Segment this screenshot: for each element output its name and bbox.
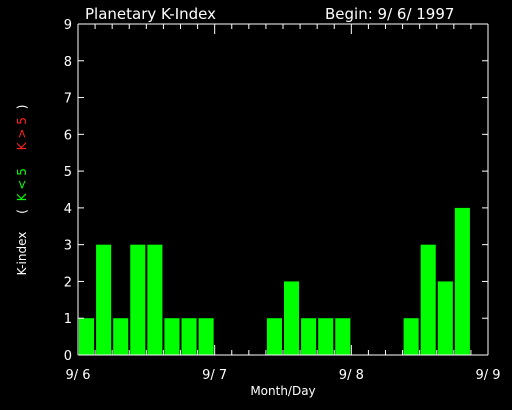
chart-subtitle: Begin: 9/ 6/ 1997 bbox=[325, 5, 454, 23]
x-ticks-layer: 9/ 6 9/ 7 9/ 8 9/ 9 bbox=[65, 24, 501, 383]
bar-6 bbox=[181, 318, 197, 355]
y-tick-label-3: 3 bbox=[64, 239, 72, 254]
y-tick-label-1: 1 bbox=[64, 312, 72, 327]
y-tick-label-2: 2 bbox=[64, 275, 72, 290]
bar-1 bbox=[96, 244, 112, 355]
x-tick-label-2: 9/ 8 bbox=[339, 368, 364, 383]
x-tick-label-3: 9/ 9 bbox=[475, 368, 500, 383]
bar-13 bbox=[301, 318, 317, 355]
y-axis-label-red: K > 5 bbox=[15, 117, 29, 150]
bar-2 bbox=[113, 318, 129, 355]
y-tick-label-5: 5 bbox=[64, 165, 72, 180]
bar-20 bbox=[420, 244, 436, 355]
y-axis-label-main: K-index bbox=[15, 232, 29, 276]
bar-15 bbox=[335, 318, 351, 355]
bar-4 bbox=[147, 244, 163, 355]
y-tick-label-4: 4 bbox=[64, 202, 72, 217]
bar-5 bbox=[164, 318, 180, 355]
chart-title: Planetary K-Index bbox=[85, 5, 216, 23]
y-axis-label-text: K-index ( K < 5 K > 5 ) bbox=[15, 105, 29, 276]
x-axis-label: Month/Day bbox=[250, 384, 315, 398]
y-axis-label-green: K < 5 bbox=[15, 168, 29, 201]
y-tick-label-0: 0 bbox=[64, 349, 72, 364]
y-axis-label-close-paren: ) bbox=[15, 105, 29, 110]
y-tick-label-8: 8 bbox=[64, 55, 72, 70]
x-tick-label-1: 9/ 7 bbox=[202, 368, 227, 383]
bar-12 bbox=[284, 281, 300, 355]
bar-14 bbox=[318, 318, 334, 355]
y-axis-label-open-paren: ( bbox=[15, 209, 29, 214]
bar-11 bbox=[266, 318, 282, 355]
bar-0 bbox=[79, 318, 95, 355]
y-axis-label: K-index ( K < 5 K > 5 ) bbox=[15, 105, 29, 276]
bar-22 bbox=[454, 207, 470, 355]
x-tick-label-0: 9/ 6 bbox=[65, 368, 90, 383]
bar-3 bbox=[130, 244, 146, 355]
bar-19 bbox=[403, 318, 419, 355]
y-tick-label-7: 7 bbox=[64, 92, 72, 107]
y-tick-label-9: 9 bbox=[64, 18, 72, 33]
bar-21 bbox=[437, 281, 453, 355]
y-tick-label-6: 6 bbox=[64, 128, 72, 143]
bar-7 bbox=[198, 318, 214, 355]
y-ticks-layer: 0 1 2 3 4 5 6 7 8 9 bbox=[64, 18, 488, 364]
bars-layer bbox=[79, 207, 470, 355]
